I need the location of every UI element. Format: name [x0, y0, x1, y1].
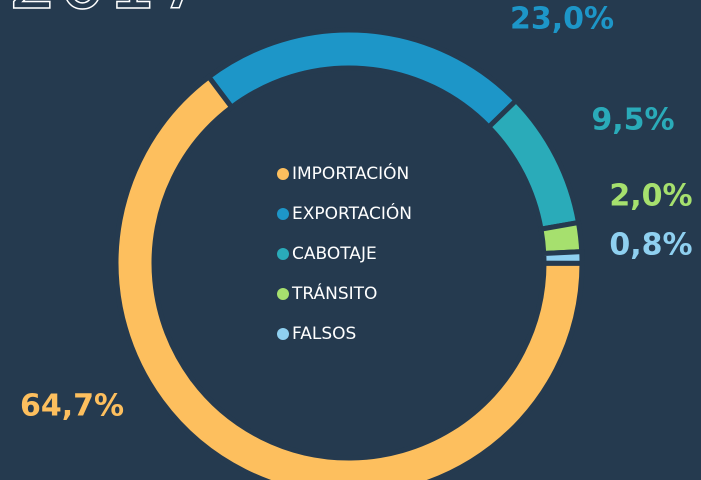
value-label: 2,0%: [609, 179, 692, 214]
value-label: 0,8%: [609, 228, 692, 263]
legend-marker: [277, 288, 289, 300]
donut-segment: [113, 73, 585, 480]
legend-label: IMPORTACIÓN: [292, 162, 409, 184]
legend-marker: [277, 208, 289, 220]
legend-label: FALSOS: [292, 324, 356, 344]
donut-segment: [538, 219, 585, 257]
value-label: 9,5%: [591, 103, 674, 138]
value-label: 64,7%: [20, 389, 124, 424]
legend-label: TRÁNSITO: [291, 282, 377, 304]
value-label: 23,0%: [510, 2, 614, 37]
legend-marker: [277, 168, 289, 180]
legend-label: CABOTAJE: [292, 244, 377, 264]
legend-marker: [277, 248, 289, 260]
legend-marker: [277, 328, 289, 340]
chart-title: 2017: [8, 0, 207, 27]
legend-label: EXPORTACIÓN: [292, 202, 412, 224]
